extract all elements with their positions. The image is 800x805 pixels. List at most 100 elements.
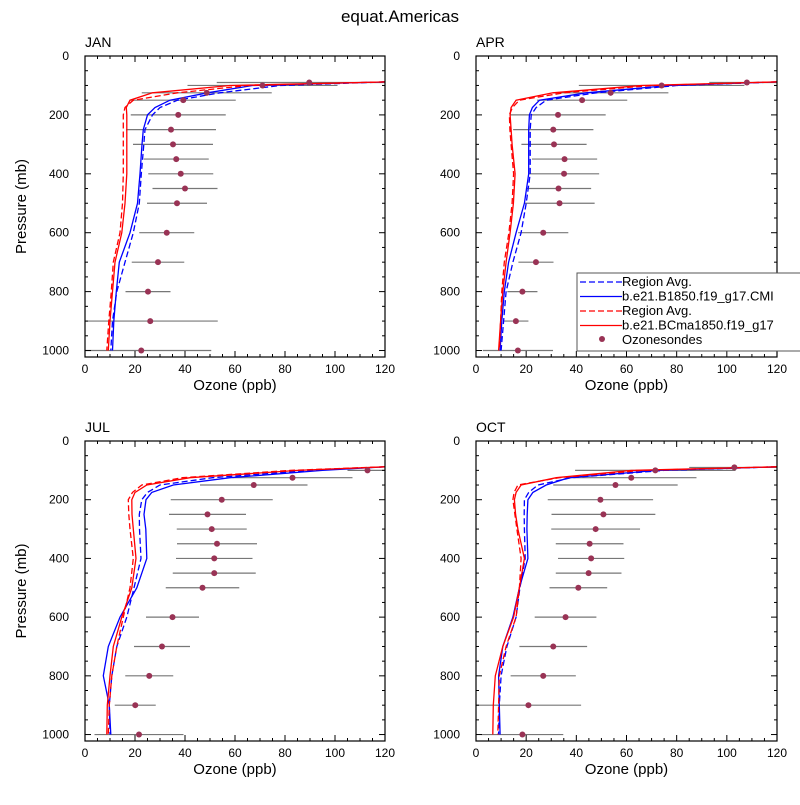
ozonesonde-point [540,229,547,236]
legend-label: Region Avg. [622,274,692,289]
y-tick-label: 1000 [42,728,69,742]
ozonesonde-point [218,496,225,503]
series-line-0 [497,466,777,735]
ozonesonde-point [612,482,619,489]
x-tick-label: 80 [670,746,684,760]
x-axis-label: Ozone (ppb) [193,377,276,394]
x-tick-label: 120 [375,362,395,376]
ozonesonde-point [551,141,558,148]
ozonesonde-point [250,482,257,489]
ozonesonde-point [585,570,592,577]
x-tick-label: 20 [128,746,142,760]
ozonesonde-point [173,156,180,163]
ozonesonde-point [203,89,210,96]
panel-title: JUL [85,419,110,435]
ozonesonde-point [146,672,153,679]
x-tick-label: 20 [128,362,142,376]
ozonesonde-point [540,672,547,679]
legend-label: Region Avg. [622,303,692,318]
x-tick-label: 20 [519,746,533,760]
ozonesonde-point [525,702,532,709]
y-tick-label: 800 [440,669,460,683]
ozonesonde-point [211,555,218,562]
y-tick-label: 1000 [433,728,460,742]
y-tick-label: 800 [440,285,460,299]
ozonesonde-point [169,614,176,621]
series-line-1 [102,466,385,735]
y-tick-label: 800 [49,285,69,299]
y-axis-label: Pressure (mb) [13,159,30,254]
ozonesonde-point [731,464,738,471]
chart-title: equat.Americas [341,7,459,26]
legend-label: Ozonesondes [622,332,703,347]
y-tick-label: 600 [440,226,460,240]
panel-jan: JAN 0 20 40 60 80 100 120 0 200 400 600 800 1000 Ozone… [13,34,395,394]
series-line-0 [108,466,385,735]
series-line-2 [497,466,777,735]
y-tick-label: 400 [49,551,69,565]
ozonesonde-point [306,79,313,86]
ozonesonde-point [364,467,371,474]
ozonesonde-point [145,288,151,295]
legend-label: b.e21.BCma1850.f19_g17 [622,318,774,333]
panel-jul: JUL 0 20 40 60 80 100 120 0 200 400 600 800 1000 Ozone… [13,419,395,778]
ozonesonde-point [199,584,206,591]
series-line-1 [499,81,777,351]
ozonesonde-point [607,89,614,96]
ozonesonde-point [561,156,568,163]
ozonesonde-point [532,259,539,266]
ozonesonde-point [519,288,526,295]
x-tick-label: 60 [228,362,242,376]
y-tick-label: 200 [440,108,460,122]
x-tick-label: 60 [620,746,634,760]
x-tick-label: 0 [82,746,89,760]
ozonesonde-point [208,526,215,533]
ozonesonde-point [575,584,582,591]
ozonesonde-point [555,111,562,118]
x-axis-label: Ozone (ppb) [585,377,668,394]
ozonesonde-point [289,474,296,481]
ozonesonde-point [170,141,176,148]
y-tick-label: 200 [49,493,69,507]
x-axis-label: Ozone (ppb) [585,761,668,778]
legend: Region Avg.b.e21.B1850.f19_g17.CMIRegion… [576,272,800,352]
ozonesonde-point [204,511,211,518]
x-tick-label: 120 [767,362,787,376]
y-tick-label: 800 [49,669,69,683]
ozonesonde-point [550,126,557,133]
ozonesonde-point [168,126,174,133]
y-tick-label: 200 [440,493,460,507]
legend-marker [599,336,605,342]
series-line-2 [106,81,385,351]
y-axis-label: Pressure (mb) [13,543,30,638]
ozonesonde-point [628,474,635,481]
ozonesonde-point [177,170,184,177]
x-tick-label: 100 [717,362,737,376]
x-tick-label: 100 [325,362,345,376]
panel-title: APR [476,34,505,50]
x-tick-label: 0 [473,362,480,376]
y-tick-label: 200 [49,108,69,122]
x-tick-label: 120 [375,746,395,760]
x-tick-label: 80 [278,746,292,760]
ozonesonde-point [159,643,165,650]
x-tick-label: 40 [570,746,584,760]
ozonesonde-point [147,318,154,325]
y-tick-label: 600 [440,610,460,624]
ozonesonde-point [182,185,188,192]
y-tick-label: 0 [62,434,69,448]
plot-area [85,79,385,354]
ozonesonde-point [658,82,665,89]
series-line-1 [111,81,385,351]
ozonesonde-point [163,229,170,236]
ozonesonde-point [174,200,180,207]
ozonesonde-point [136,731,142,738]
x-tick-label: 60 [228,746,242,760]
plot-frame [84,440,386,742]
ozonesonde-point [155,259,161,266]
panel-apr: APR 0 20 40 60 80 100 120 0 200 400 600 800 1000 Ozone… [433,34,787,394]
y-tick-label: 400 [49,167,69,181]
series-line-2 [107,466,385,735]
plot-area [476,464,777,738]
